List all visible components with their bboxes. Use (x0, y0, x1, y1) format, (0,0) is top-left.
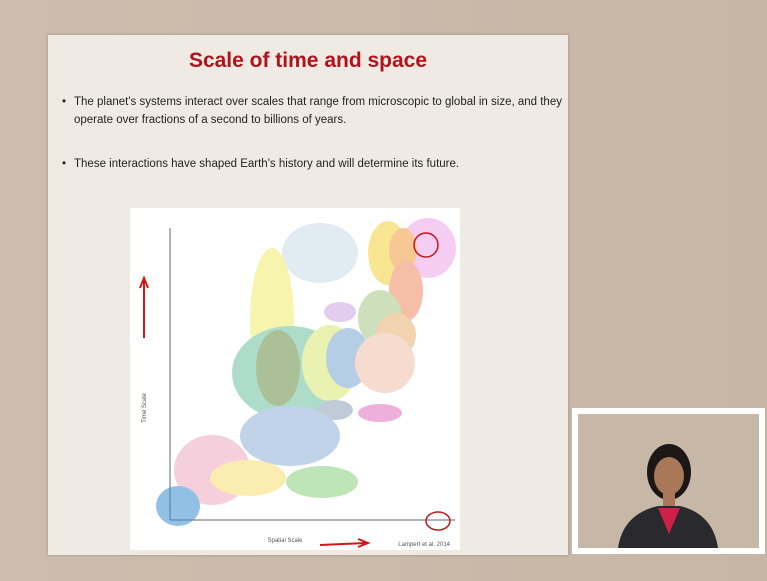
video-inset (572, 408, 765, 554)
bubbles (156, 218, 456, 526)
arrow (139, 275, 149, 338)
slide-title: Scale of time and space (188, 49, 428, 72)
slide: Scale of time and space The planet's sys… (48, 35, 568, 555)
annotation-circle (425, 511, 451, 531)
bullet: The planet's systems interact over scale… (62, 93, 564, 129)
annotation-circle (413, 232, 439, 258)
bullet: These interactions have shaped Earth's h… (62, 155, 564, 173)
figure: Time Scale Spatial Scale Lampert et al. … (130, 208, 460, 550)
arrow (319, 538, 371, 548)
figure-diagram: Time Scale Spatial Scale Lampert et al. … (139, 218, 456, 548)
speaker-video (578, 414, 759, 548)
credit: Lampert et al. 2014 (398, 542, 450, 548)
x-axis-label: Spatial Scale (267, 538, 303, 544)
y-axis-label: Time Scale (142, 392, 148, 422)
